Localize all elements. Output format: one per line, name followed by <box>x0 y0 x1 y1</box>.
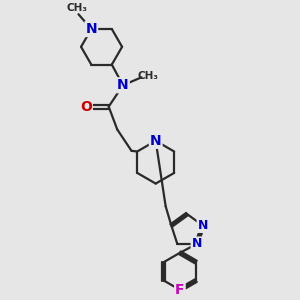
Text: N: N <box>198 219 208 232</box>
Text: N: N <box>117 78 129 92</box>
Text: O: O <box>80 100 92 114</box>
Text: CH₃: CH₃ <box>67 3 88 13</box>
Text: N: N <box>192 238 202 250</box>
Text: N: N <box>150 134 161 148</box>
Text: N: N <box>85 22 97 36</box>
Text: CH₃: CH₃ <box>137 71 158 81</box>
Text: F: F <box>175 283 185 297</box>
